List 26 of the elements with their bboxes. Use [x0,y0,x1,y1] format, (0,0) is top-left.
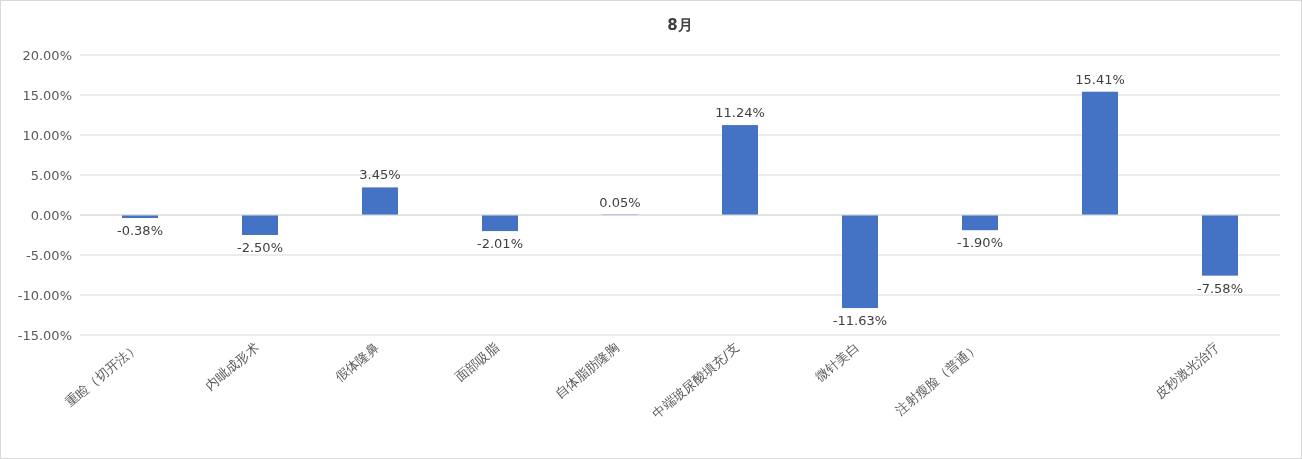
data-label: -7.58% [1197,280,1243,296]
data-label: -2.01% [477,236,523,252]
y-tick-label: 10.00% [22,128,72,143]
chart-title: 8月 [667,16,693,34]
x-tick-label: 面部吸脂 [452,339,502,385]
data-label: -2.50% [237,240,283,255]
data-label: -11.63% [832,313,888,329]
y-tick-label: 20.00% [22,48,72,63]
data-label: 0.05% [599,194,641,210]
x-tick-label: 注射瘦脸（普通） [892,339,982,419]
y-tick-label: 5.00% [30,168,72,183]
y-tick-label: -10.00% [17,288,72,303]
y-tick-label: 15.00% [22,88,72,103]
data-label: 3.45% [359,167,401,183]
y-tick-label: -5.00% [26,248,72,263]
x-tick-label: 中端玻尿酸填充/支 [649,339,742,421]
data-label: 15.41% [1075,71,1125,87]
x-tick-label: 微针美白 [812,339,862,385]
x-tick-label: 假体隆鼻 [332,339,382,385]
y-tick-label: 0.00% [30,208,72,223]
data-label: 11.24% [715,105,765,121]
x-tick-label: 内眦成形术 [202,339,262,394]
x-tick-label: 皮秒激光治疗 [1152,339,1222,402]
x-tick-label: 自体脂肪隆胸 [552,339,622,402]
data-label: -1.90% [957,235,1003,251]
data-label: -0.38% [117,223,163,239]
